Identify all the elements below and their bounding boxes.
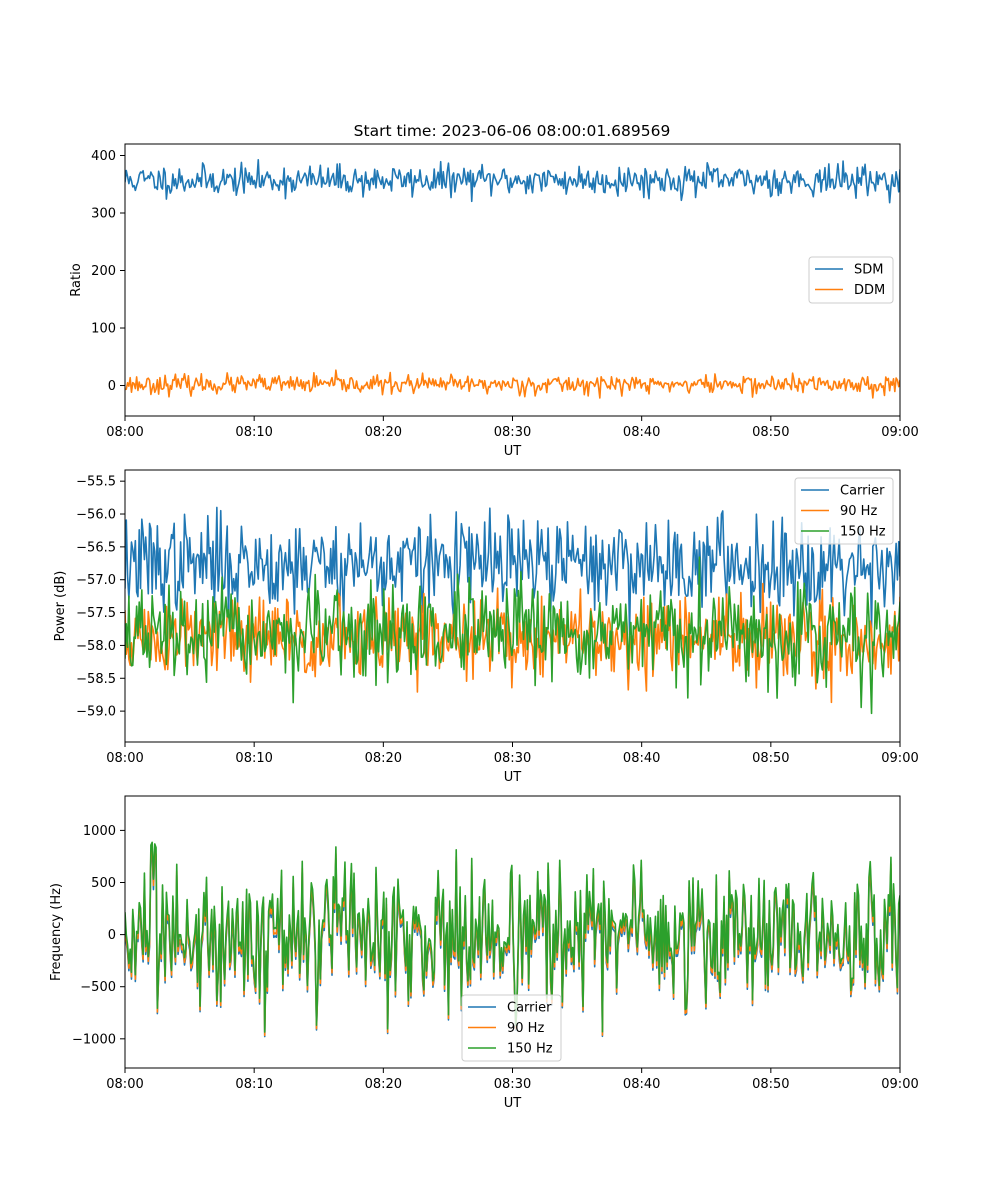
legend-entry: DDM <box>854 283 885 298</box>
series-group <box>125 506 900 715</box>
y-tick-label: 0 <box>108 928 116 943</box>
y-tick-label: −56.0 <box>76 508 116 523</box>
y-tick-label: 0 <box>108 379 116 394</box>
x-tick-label: 09:00 <box>881 1077 918 1092</box>
x-tick-label: 08:20 <box>365 751 402 766</box>
y-tick-label: 200 <box>91 264 116 279</box>
legend-entry: 90 Hz <box>840 504 877 519</box>
x-tick-label: 08:00 <box>106 751 143 766</box>
legend-box <box>461 994 562 1062</box>
legend-entry: 150 Hz <box>507 1042 553 1057</box>
x-tick-label: 08:30 <box>494 425 531 440</box>
legend-entry: 90 Hz <box>507 1021 544 1036</box>
y-tick-label: −56.5 <box>76 540 116 555</box>
series-line-sdm <box>125 159 900 204</box>
x-tick-label: 08:40 <box>623 425 660 440</box>
legend-entry: SDM <box>854 263 883 278</box>
series-group <box>125 841 900 1038</box>
series-line-150-hz <box>125 841 900 1033</box>
x-tick-label: 08:40 <box>623 751 660 766</box>
panels: 08:00 08:10 08:20 08:30 08:40 08:50 09:00 0 100 2… <box>49 143 919 1111</box>
x-tick-label: 08:50 <box>752 751 789 766</box>
y-axis-label: Power (dB) <box>53 571 68 642</box>
legend-entry: Carrier <box>507 1001 552 1016</box>
x-tick-label: 08:50 <box>752 425 789 440</box>
y-tick-label: −1000 <box>72 1032 116 1047</box>
y-tick-label: 500 <box>91 876 116 891</box>
x-tick-label: 09:00 <box>881 425 918 440</box>
x-axis-label: UT <box>504 770 522 785</box>
x-tick-label: 08:10 <box>235 425 272 440</box>
y-tick-label: −59.0 <box>76 705 116 720</box>
panel-1: 08:00 08:10 08:20 08:30 08:40 08:50 09:00 0 100 2… <box>69 143 919 459</box>
y-tick-label: 1000 <box>83 824 116 839</box>
panel-3: 08:00 08:10 08:20 08:30 08:40 08:50 09:00 −1000… <box>49 795 919 1111</box>
x-tick-label: 08:50 <box>752 1077 789 1092</box>
series-line-150-hz <box>125 556 900 715</box>
x-tick-label: 08:10 <box>235 751 272 766</box>
x-tick-label: 08:20 <box>365 1077 402 1092</box>
series-line-ddm <box>125 369 900 399</box>
x-tick-label: 08:00 <box>106 1077 143 1092</box>
legend: Carrier 90 Hz 150 Hz <box>461 994 562 1062</box>
y-tick-label: 300 <box>91 207 116 222</box>
y-tick-label: 100 <box>91 322 116 337</box>
y-tick-label: −57.0 <box>76 573 116 588</box>
x-tick-label: 08:20 <box>365 425 402 440</box>
legend: Carrier 90 Hz 150 Hz <box>794 477 894 545</box>
x-tick-label: 08:30 <box>494 1077 531 1092</box>
y-tick-label: −57.5 <box>76 606 116 621</box>
legend: SDM DDM <box>808 256 894 304</box>
legend-box <box>794 477 894 545</box>
x-axis-label: UT <box>504 1096 522 1111</box>
y-axis-label: Ratio <box>69 263 84 296</box>
y-tick-label: −58.0 <box>76 639 116 654</box>
series-line-carrier <box>125 506 900 636</box>
figure-title: Start time: 2023-06-06 08:00:01.689569 <box>354 122 671 140</box>
y-axis-label: Frequency (Hz) <box>49 883 64 981</box>
legend-entry: Carrier <box>840 484 885 499</box>
x-tick-label: 09:00 <box>881 751 918 766</box>
x-tick-label: 08:00 <box>106 425 143 440</box>
y-tick-label: −500 <box>80 980 116 995</box>
x-axis-label: UT <box>504 444 522 459</box>
y-tick-label: −55.5 <box>76 475 116 490</box>
x-tick-label: 08:10 <box>235 1077 272 1092</box>
y-tick-label: 400 <box>91 149 116 164</box>
x-tick-label: 08:30 <box>494 751 531 766</box>
legend-entry: 150 Hz <box>840 525 886 540</box>
series-group <box>125 159 900 399</box>
panel-2: 08:00 08:10 08:20 08:30 08:40 08:50 09:00 −59.0… <box>53 469 919 785</box>
y-tick-label: −58.5 <box>76 672 116 687</box>
x-tick-label: 08:40 <box>623 1077 660 1092</box>
